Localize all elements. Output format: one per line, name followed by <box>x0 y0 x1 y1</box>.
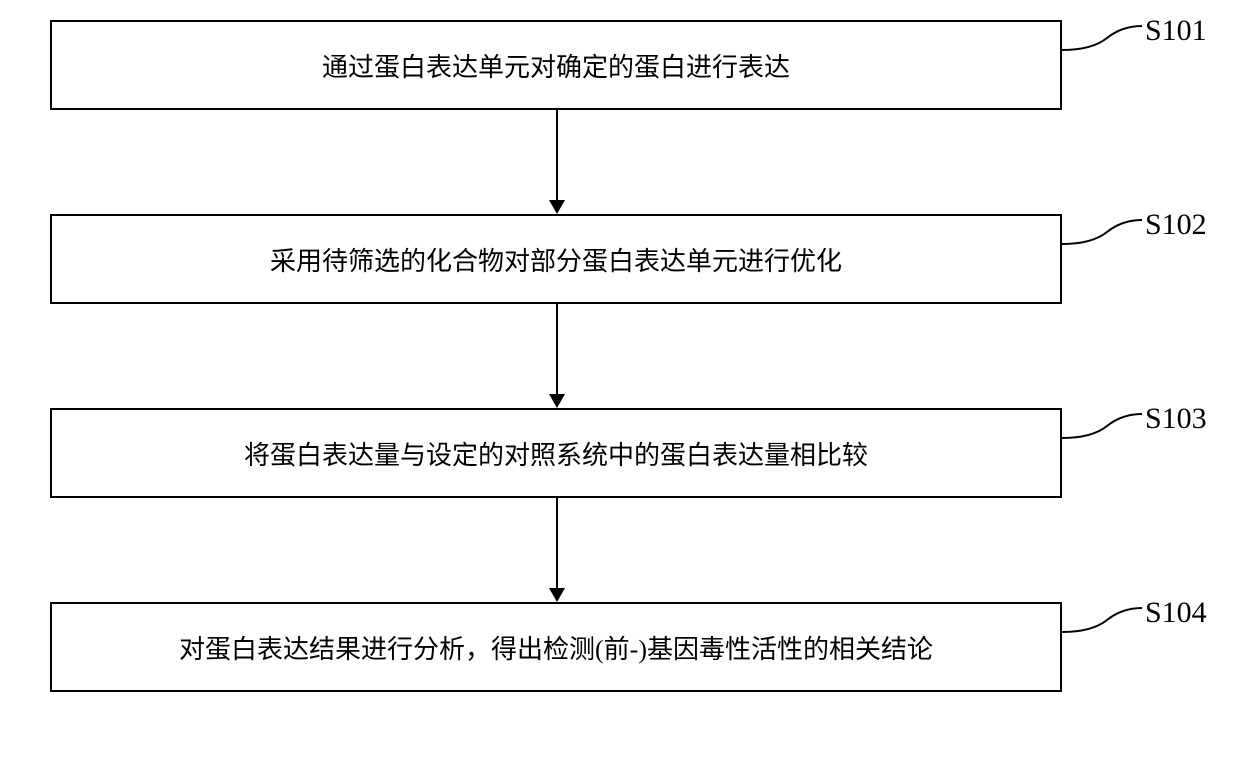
label-connector-s104 <box>1062 602 1142 642</box>
arrow-s103-s104 <box>556 498 558 602</box>
step-text: 对蛋白表达结果进行分析，得出检测(前-)基因毒性活性的相关结论 <box>179 629 933 666</box>
label-connector-s102 <box>1062 214 1142 254</box>
step-label-s104: S104 <box>1145 596 1207 630</box>
step-text: 将蛋白表达量与设定的对照系统中的蛋白表达量相比较 <box>244 435 868 472</box>
step-label-s102: S102 <box>1145 208 1207 242</box>
step-box-s103: 将蛋白表达量与设定的对照系统中的蛋白表达量相比较 <box>50 408 1062 498</box>
step-box-s102: 采用待筛选的化合物对部分蛋白表达单元进行优化 <box>50 214 1062 304</box>
step-label-s101: S101 <box>1145 14 1207 48</box>
label-connector-s101 <box>1062 20 1142 60</box>
step-text: 通过蛋白表达单元对确定的蛋白进行表达 <box>322 47 790 84</box>
flowchart-canvas: 通过蛋白表达单元对确定的蛋白进行表达 S101 采用待筛选的化合物对部分蛋白表达… <box>0 0 1240 778</box>
step-box-s104: 对蛋白表达结果进行分析，得出检测(前-)基因毒性活性的相关结论 <box>50 602 1062 692</box>
step-text: 采用待筛选的化合物对部分蛋白表达单元进行优化 <box>270 241 842 278</box>
arrow-s101-s102 <box>556 110 558 214</box>
arrow-s102-s103 <box>556 304 558 408</box>
step-label-s103: S103 <box>1145 402 1207 436</box>
label-connector-s103 <box>1062 408 1142 448</box>
step-box-s101: 通过蛋白表达单元对确定的蛋白进行表达 <box>50 20 1062 110</box>
